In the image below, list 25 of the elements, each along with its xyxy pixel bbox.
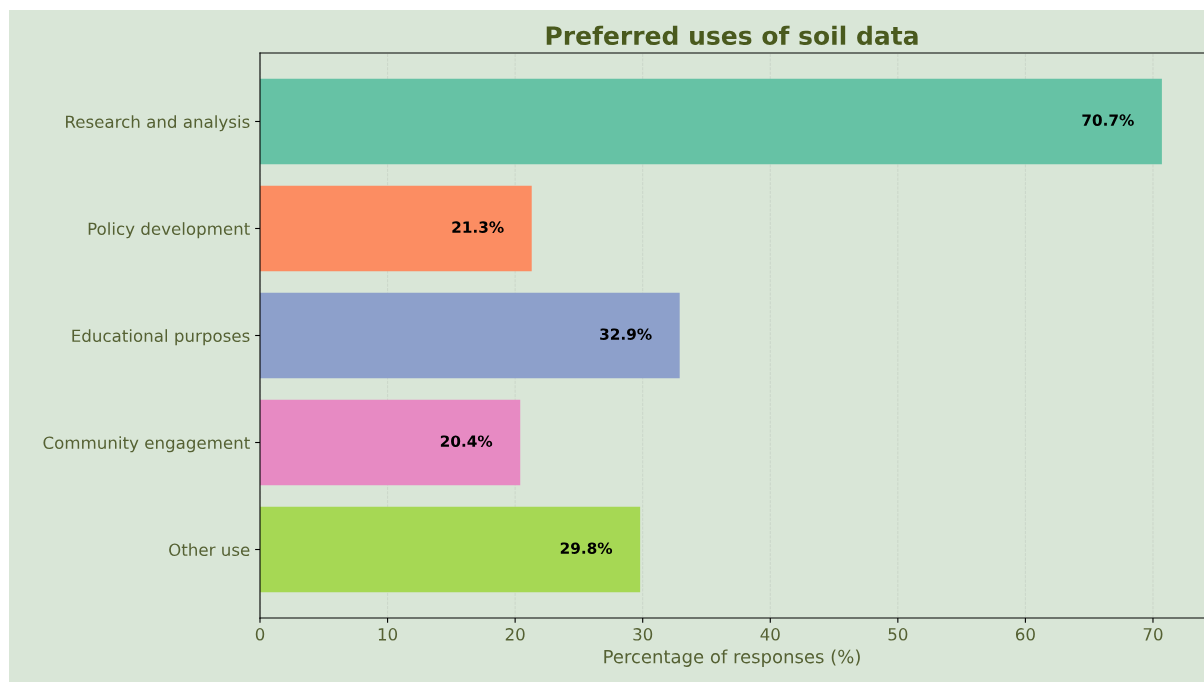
data-label: 70.7% (1082, 114, 1134, 126)
bar (260, 506, 641, 593)
bar (260, 292, 680, 379)
x-tick-label: 30 (633, 628, 653, 641)
bar (260, 185, 532, 272)
x-tick-label: 60 (1015, 628, 1035, 641)
chart-title: Preferred uses of soil data (546, 25, 918, 46)
x-tick-label: 50 (888, 628, 908, 641)
y-tick-label: Community engagement (43, 436, 250, 453)
y-tick-label: Research and analysis (66, 115, 250, 132)
data-label: 29.8% (560, 542, 613, 554)
y-tick-label: Educational purposes (72, 329, 250, 346)
x-tick-label: 70 (1143, 628, 1163, 641)
bar (260, 399, 521, 486)
x-axis-title: Percentage of responses (%) (604, 649, 860, 667)
x-tick-label: 0 (255, 628, 265, 641)
x-tick-label: 10 (378, 628, 398, 641)
data-label: 20.4% (440, 435, 493, 447)
bar (260, 78, 1162, 165)
data-label: 32.9% (600, 328, 652, 340)
x-tick-label: 20 (505, 628, 525, 641)
y-tick-label: Policy development (88, 222, 250, 239)
y-tick-label: Other use (169, 543, 250, 557)
x-tick-label: 40 (760, 628, 780, 641)
data-label: 21.3% (452, 221, 504, 233)
